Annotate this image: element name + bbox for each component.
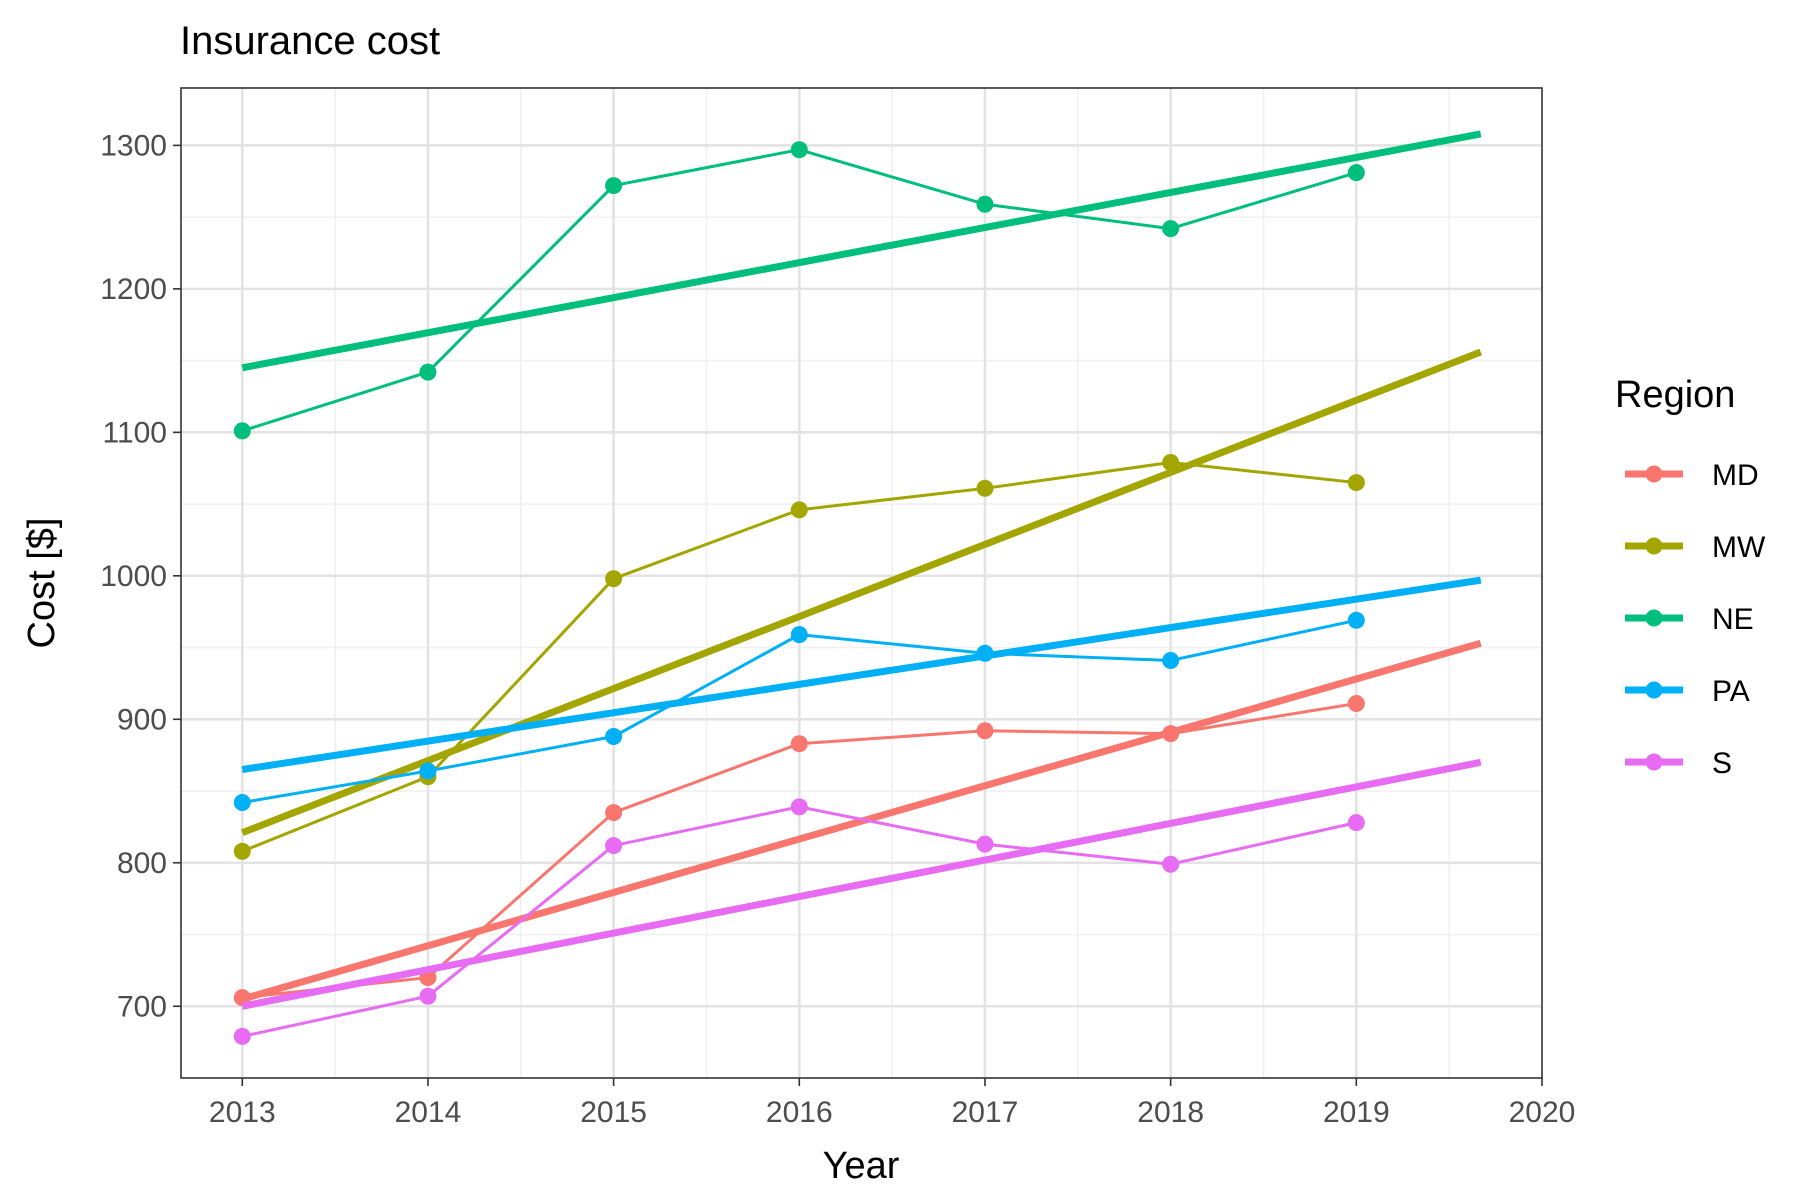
data-point-md <box>976 722 994 740</box>
data-point-ne <box>976 195 994 213</box>
data-point-pa <box>1347 611 1365 629</box>
x-tick-label: 2017 <box>952 1096 1019 1129</box>
legend-item-ne: NE <box>1625 603 1754 636</box>
y-tick-label: 700 <box>117 990 167 1023</box>
plot-panel-border <box>180 87 1543 1079</box>
data-point-s <box>976 835 994 853</box>
series-ne <box>233 130 1482 440</box>
data-point-md <box>1347 695 1365 713</box>
data-point-mw <box>233 842 251 860</box>
trend-line-ne <box>241 130 1482 372</box>
legend-label-md: MD <box>1712 459 1759 492</box>
data-point-mw <box>976 479 994 497</box>
legend-item-s: S <box>1625 747 1732 780</box>
legend-key-point <box>1645 609 1663 627</box>
data-point-pa <box>233 794 251 812</box>
legend-label-pa: PA <box>1712 675 1750 708</box>
data-point-s <box>605 837 623 855</box>
chart-title: Insurance cost <box>180 19 440 63</box>
legend-label-mw: MW <box>1712 531 1766 564</box>
trend-line-s <box>241 758 1482 1010</box>
x-tick-label: 2016 <box>766 1096 833 1129</box>
series-s <box>233 758 1482 1045</box>
data-point-s <box>1162 855 1180 873</box>
data-point-mw <box>1162 453 1180 471</box>
legend-item-md: MD <box>1625 459 1759 492</box>
data-point-md <box>1162 725 1180 743</box>
legend-label-s: S <box>1712 747 1732 780</box>
y-tick-label: 1100 <box>102 416 167 449</box>
data-point-md <box>605 804 623 822</box>
data-point-s <box>419 987 437 1005</box>
x-tick-label: 2018 <box>1137 1096 1204 1129</box>
legend-label-ne: NE <box>1712 603 1754 636</box>
series-layer <box>233 130 1482 1045</box>
data-point-md <box>790 735 808 753</box>
series-pa <box>233 576 1482 812</box>
data-point-mw <box>605 570 623 588</box>
data-point-s <box>1347 814 1365 832</box>
series-md <box>233 639 1482 1007</box>
x-tick-label: 2015 <box>580 1096 647 1129</box>
data-point-ne <box>1347 164 1365 182</box>
x-tick-label: 2019 <box>1323 1096 1390 1129</box>
data-point-pa <box>605 728 623 746</box>
x-tick-label: 2020 <box>1509 1096 1576 1129</box>
y-tick-label: 1300 <box>100 129 167 162</box>
legend-item-pa: PA <box>1625 675 1750 708</box>
legend-title: Region <box>1615 374 1735 416</box>
data-point-s <box>233 1027 251 1045</box>
data-point-ne <box>233 422 251 440</box>
grid <box>181 88 1542 1078</box>
y-tick-label: 1000 <box>100 560 167 593</box>
data-point-ne <box>419 363 437 381</box>
x-tick-label: 2014 <box>395 1096 462 1129</box>
x-axis-title: Year <box>823 1145 900 1187</box>
data-point-pa <box>1162 651 1180 669</box>
legend-key-point <box>1645 465 1663 483</box>
data-point-ne <box>790 141 808 159</box>
trend-line-md <box>241 639 1482 1003</box>
legend-key-point <box>1645 753 1663 771</box>
trend-line-pa <box>241 576 1482 773</box>
data-point-ne <box>1162 220 1180 238</box>
data-point-pa <box>790 626 808 644</box>
axes: 700 800 900 1000 1100 1200 1300 2013 2014 2015 201… <box>100 129 1575 1129</box>
y-tick-label: 900 <box>117 703 167 736</box>
y-tick-label: 800 <box>117 847 167 880</box>
data-point-s <box>790 798 808 816</box>
legend-item-mw: MW <box>1625 531 1766 564</box>
y-tick-label: 1200 <box>100 273 167 306</box>
y-axis-title: Cost [$] <box>21 518 63 649</box>
data-point-ne <box>605 177 623 195</box>
data-point-mw <box>1347 474 1365 492</box>
x-tick-label: 2013 <box>209 1096 276 1129</box>
data-point-pa <box>419 762 437 780</box>
legend-key-point <box>1645 681 1663 699</box>
data-point-pa <box>976 644 994 662</box>
legend: Region MD MW NE PA S <box>1615 374 1766 780</box>
legend-key-point <box>1645 537 1663 555</box>
data-point-mw <box>790 501 808 519</box>
